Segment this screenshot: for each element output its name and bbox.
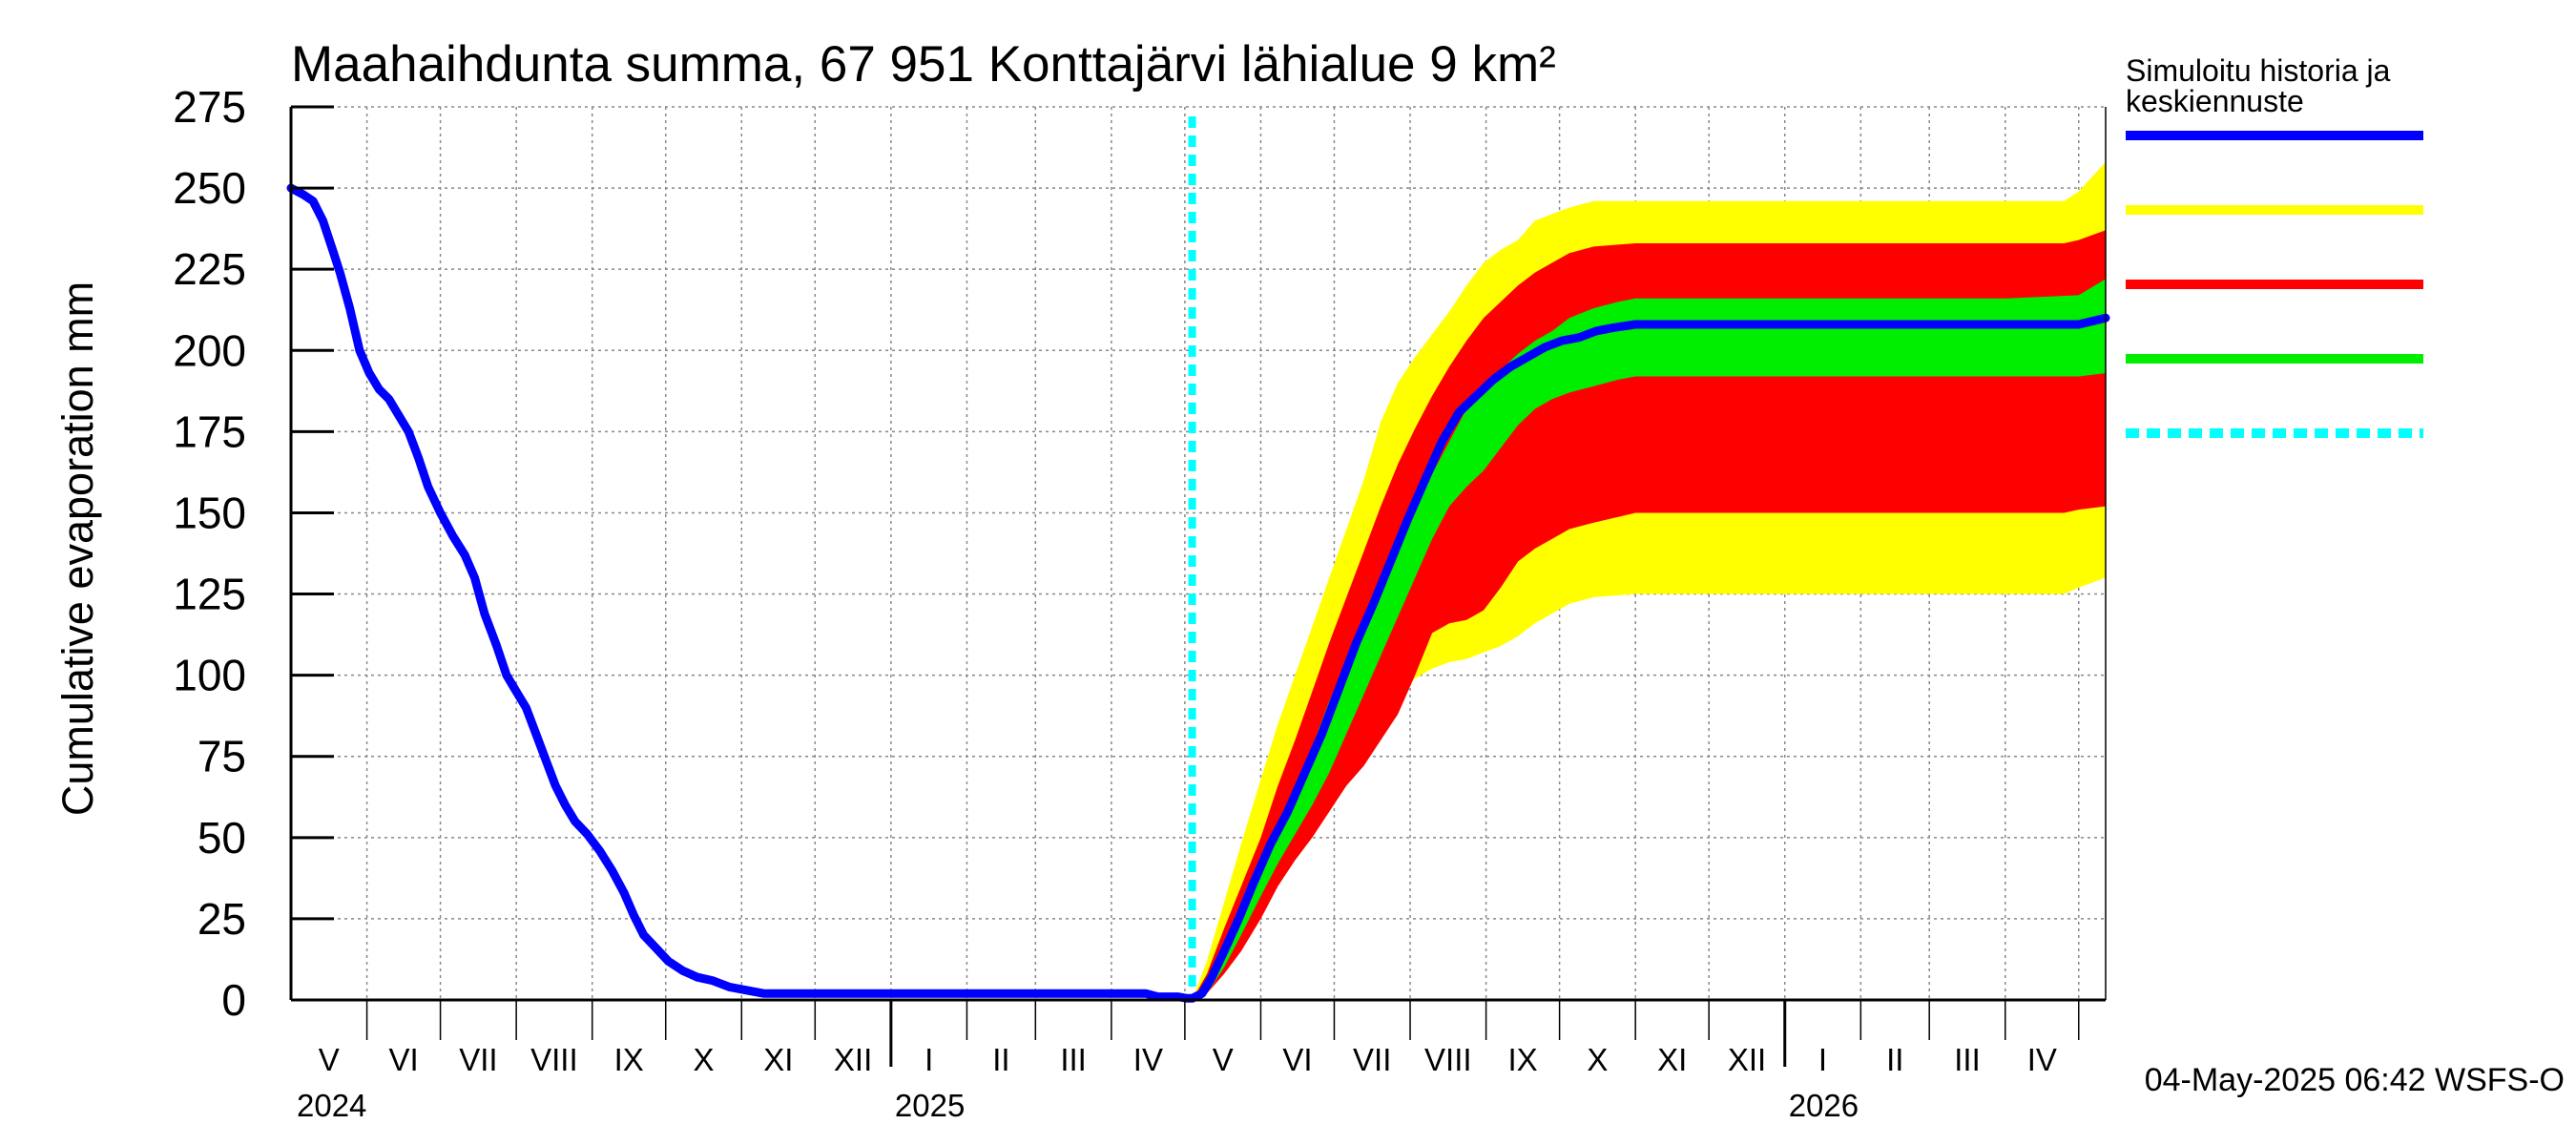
- month-label: XI: [763, 1042, 793, 1077]
- year-label: 2025: [895, 1088, 965, 1123]
- footer-timestamp: 04-May-2025 06:42 WSFS-O: [2145, 1062, 2565, 1098]
- y-tick-label: 25: [197, 894, 246, 944]
- month-label: V: [1213, 1042, 1234, 1077]
- series-line-0: [286, 183, 2110, 1003]
- y-tick-label: 100: [173, 651, 246, 700]
- y-tick-label: 275: [173, 82, 246, 132]
- x-axis-ticks: V VI VII VIII IX X XI XII I II III IV V VI VII VIII IX X X…: [297, 1000, 2080, 1123]
- month-label: XII: [834, 1042, 872, 1077]
- year-label: 2024: [297, 1088, 366, 1123]
- year-label: 2026: [1789, 1088, 1859, 1123]
- y-tick-label: 250: [173, 163, 246, 213]
- band-2: [1192, 230, 2106, 1001]
- axes: [289, 107, 2107, 1002]
- month-label: X: [693, 1042, 714, 1077]
- month-label: VI: [1282, 1042, 1312, 1077]
- y-axis-ticks: 0 25 50 75 100 125 150 175 200 225 250 275: [173, 82, 334, 1025]
- band-3: [1192, 279, 2106, 1000]
- y-tick-label: 150: [173, 488, 246, 537]
- month-label: II: [992, 1042, 1009, 1077]
- chart-title: Maahaihdunta summa, 67 951 Konttajärvi l…: [291, 36, 1556, 93]
- y-axis-label: Cumulative evaporation mm: [53, 281, 102, 816]
- y-tick-label: 125: [173, 570, 246, 619]
- month-label: VI: [389, 1042, 419, 1077]
- month-label: I: [924, 1042, 933, 1077]
- y-tick-label: 175: [173, 406, 246, 456]
- grid: [291, 106, 2106, 1000]
- month-label: VII: [459, 1042, 497, 1077]
- series-lines: [286, 116, 2110, 1003]
- month-label: III: [1060, 1042, 1087, 1077]
- y-tick-label: 50: [197, 813, 246, 863]
- legend: Simuloitu historia ja keskiennuste: [2126, 53, 2423, 438]
- month-label: IV: [1133, 1042, 1163, 1077]
- y-tick-label: 0: [221, 975, 246, 1025]
- month-label: II: [1886, 1042, 1903, 1077]
- y-tick-label: 225: [173, 244, 246, 294]
- forecast-bands: [1192, 161, 2106, 1001]
- month-label: IX: [1508, 1042, 1538, 1077]
- month-label: XI: [1657, 1042, 1687, 1077]
- y-tick-label: 75: [197, 732, 246, 781]
- y-tick-label: 200: [173, 325, 246, 375]
- month-label: X: [1587, 1042, 1608, 1077]
- month-label: IV: [2027, 1042, 2057, 1077]
- month-label: III: [1954, 1042, 1981, 1077]
- month-label: IX: [614, 1042, 644, 1077]
- month-label: VIII: [530, 1042, 578, 1077]
- month-label: VIII: [1424, 1042, 1472, 1077]
- month-label: V: [319, 1042, 340, 1077]
- month-label: XII: [1728, 1042, 1766, 1077]
- legend-label: Simuloitu historia ja keskiennuste: [2126, 53, 2391, 118]
- month-label: I: [1818, 1042, 1827, 1077]
- month-label: VII: [1353, 1042, 1391, 1077]
